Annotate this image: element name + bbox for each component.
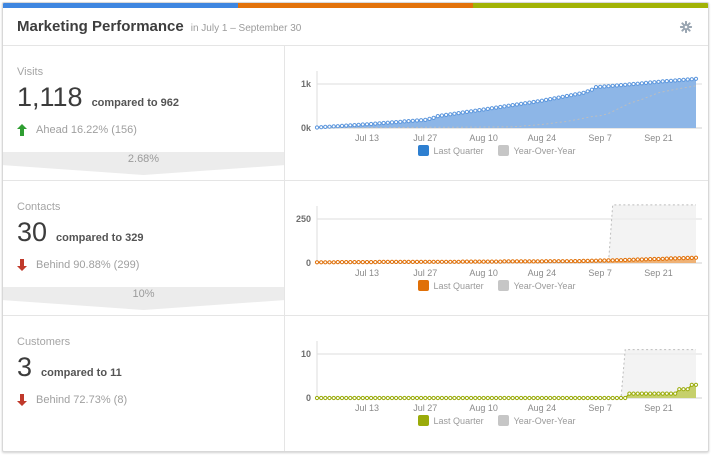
- svg-text:1k: 1k: [301, 79, 312, 89]
- metric-label: Customers: [17, 336, 71, 348]
- svg-text:250: 250: [296, 214, 311, 224]
- svg-text:Sep 7: Sep 7: [588, 403, 612, 413]
- metric-compare: compared to 329: [56, 232, 144, 244]
- svg-text:0: 0: [306, 258, 311, 268]
- svg-text:Sep 21: Sep 21: [644, 268, 673, 278]
- customers-section: Customers 3 compared to 11 Behind 72.73%…: [3, 316, 708, 451]
- legend-item: Year-Over-Year: [497, 415, 576, 426]
- svg-text:Jul 13: Jul 13: [355, 133, 379, 143]
- svg-text:Sep 21: Sep 21: [644, 403, 673, 413]
- legend-label: Year-Over-Year: [513, 280, 576, 291]
- svg-text:Jul 13: Jul 13: [355, 403, 379, 413]
- year-over-year-swatch: [497, 280, 509, 291]
- metric-label: Contacts: [17, 201, 61, 213]
- svg-text:Jul 27: Jul 27: [413, 268, 437, 278]
- last-quarter-swatch: [417, 415, 429, 426]
- svg-text:Sep 7: Sep 7: [588, 133, 612, 143]
- widget-header: Marketing Performance in July 1 – Septem…: [3, 8, 708, 46]
- legend-item: Last Quarter: [417, 145, 484, 156]
- metric-status: Behind 90.88% (299): [17, 259, 270, 272]
- legend-label: Year-Over-Year: [513, 415, 576, 426]
- metric-value: 3: [17, 352, 33, 382]
- legend-item: Year-Over-Year: [497, 280, 576, 291]
- year-over-year-swatch: [497, 415, 509, 426]
- last-quarter-swatch: [417, 280, 429, 291]
- metric-compare: compared to 962: [91, 97, 179, 109]
- customers-chart-panel: 0 10 Jul 13 Jul 27 Aug 10 Aug 24 Sep 7 Sep 21 L…: [285, 316, 708, 451]
- gear-icon[interactable]: [679, 20, 693, 39]
- legend-item: Last Quarter: [417, 415, 484, 426]
- svg-text:Aug 24: Aug 24: [528, 133, 557, 143]
- svg-text:Jul 27: Jul 27: [413, 403, 437, 413]
- date-range-label: in July 1 – September 30: [190, 22, 302, 34]
- metric-value: 1,118: [17, 82, 83, 112]
- down-arrow-icon: [17, 394, 27, 407]
- funnel-conversion-band: 10%: [3, 287, 284, 310]
- svg-text:Aug 10: Aug 10: [469, 403, 498, 413]
- visits-section: Visits 1,118 compared to 962 Ahead 16.22…: [3, 46, 708, 181]
- bar-segment-green: [473, 3, 708, 8]
- metric-status: Behind 72.73% (8): [17, 394, 270, 407]
- funnel-conversion-band: 2.68%: [3, 152, 284, 175]
- legend-item: Year-Over-Year: [497, 145, 576, 156]
- visits-summary: Visits 1,118 compared to 962 Ahead 16.22…: [3, 46, 285, 180]
- metric-compare: compared to 11: [41, 367, 122, 379]
- visits-chart: 0k 1k Jul 13 Jul 27 Aug 10 Aug 24 Sep 7 Sep 21: [301, 71, 702, 143]
- funnel-percentage: 10%: [132, 288, 155, 300]
- svg-text:Aug 10: Aug 10: [469, 133, 498, 143]
- svg-text:10: 10: [301, 349, 311, 359]
- legend-label: Last Quarter: [433, 415, 484, 426]
- funnel-percentage: 2.68%: [127, 153, 160, 165]
- status-text: Behind 90.88% (299): [36, 259, 140, 272]
- bar-segment-orange: [238, 3, 473, 8]
- legend-label: Last Quarter: [433, 145, 484, 156]
- customers-chart: 0 10 Jul 13 Jul 27 Aug 10 Aug 24 Sep 7 Sep 21: [301, 341, 702, 413]
- contacts-summary: Contacts 30 compared to 329 Behind 90.88…: [3, 181, 285, 315]
- legend-label: Year-Over-Year: [513, 145, 576, 156]
- down-arrow-icon: [17, 259, 27, 272]
- metric-label: Visits: [17, 66, 44, 78]
- metric-status: Ahead 16.22% (156): [17, 124, 270, 137]
- customers-summary: Customers 3 compared to 11 Behind 72.73%…: [3, 316, 285, 451]
- chart-legend: Last Quarter Year-Over-Year: [285, 145, 708, 156]
- page-title: Marketing Performance: [17, 18, 184, 35]
- contacts-section: Contacts 30 compared to 329 Behind 90.88…: [3, 181, 708, 316]
- legend-label: Last Quarter: [433, 280, 484, 291]
- svg-text:Aug 10: Aug 10: [469, 268, 498, 278]
- visits-chart-panel: 0k 1k Jul 13 Jul 27 Aug 10 Aug 24 Sep 7 Sep 21 …: [285, 46, 708, 180]
- svg-text:0k: 0k: [301, 123, 312, 133]
- contacts-chart: 0 250 Jul 13 Jul 27 Aug 10 Aug 24 Sep 7 Sep 21: [296, 204, 702, 278]
- up-arrow-icon: [17, 124, 27, 137]
- status-text: Ahead 16.22% (156): [36, 124, 137, 137]
- chart-legend: Last Quarter Year-Over-Year: [285, 415, 708, 426]
- contacts-chart-panel: 0 250 Jul 13 Jul 27 Aug 10 Aug 24 Sep 7 Sep 21 …: [285, 181, 708, 315]
- brand-color-bar: [3, 3, 708, 8]
- svg-text:Aug 24: Aug 24: [528, 268, 557, 278]
- svg-text:0: 0: [306, 393, 311, 403]
- legend-item: Last Quarter: [417, 280, 484, 291]
- year-over-year-swatch: [497, 145, 509, 156]
- chart-legend: Last Quarter Year-Over-Year: [285, 280, 708, 291]
- svg-text:Aug 24: Aug 24: [528, 403, 557, 413]
- bar-segment-blue: [3, 3, 238, 8]
- svg-text:Jul 27: Jul 27: [413, 133, 437, 143]
- metric-value: 30: [17, 217, 48, 247]
- svg-text:Sep 21: Sep 21: [644, 133, 673, 143]
- svg-text:Jul 13: Jul 13: [355, 268, 379, 278]
- marketing-performance-widget: Marketing Performance in July 1 – Septem…: [2, 2, 709, 452]
- last-quarter-swatch: [417, 145, 429, 156]
- svg-text:Sep 7: Sep 7: [588, 268, 612, 278]
- status-text: Behind 72.73% (8): [36, 394, 128, 407]
